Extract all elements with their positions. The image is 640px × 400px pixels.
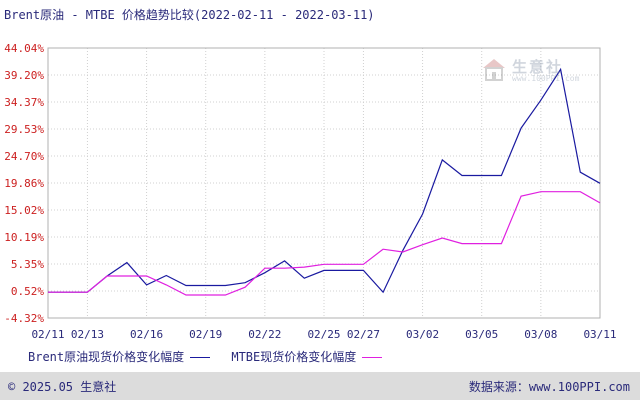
watermark: 生意社 www.100PPI.com <box>482 56 580 86</box>
y-tick-label: 39.20% <box>4 69 44 82</box>
legend-label-brent: Brent原油现货价格变化幅度 <box>28 350 185 364</box>
legend-label-mtbe: MTBE现货价格变化幅度 <box>231 350 357 364</box>
x-tick-label: 03/05 <box>465 328 498 341</box>
x-tick-label: 03/02 <box>406 328 439 341</box>
footer-source-link[interactable]: 数据来源：www.100PPI.com <box>468 380 630 394</box>
x-tick-label: 03/08 <box>524 328 557 341</box>
series-line-mtbe <box>48 191 601 296</box>
legend-item-brent: Brent原油现货价格变化幅度 <box>28 348 211 365</box>
y-tick-label: 44.04% <box>4 42 44 55</box>
x-tick-label: 02/13 <box>71 328 104 341</box>
y-tick-label: 29.53% <box>4 123 44 136</box>
x-tick-label: 02/19 <box>189 328 222 341</box>
line-chart: 44.04% 39.20% 34.37% 29.53% 24.70% 19.86% 15.0… <box>4 42 616 341</box>
x-tick-label: 02/16 <box>130 328 163 341</box>
footer: © 2025.05 生意社 数据来源：www.100PPI.com <box>0 372 640 400</box>
y-tick-label: -4.32% <box>4 312 44 325</box>
y-tick-label: 15.02% <box>4 204 44 217</box>
building-logo-icon <box>483 59 505 81</box>
chart-legend: Brent原油现货价格变化幅度 MTBE现货价格变化幅度 <box>28 348 396 365</box>
y-tick-label: 10.19% <box>4 231 44 244</box>
y-tick-label: 24.70% <box>4 150 44 163</box>
watermark-url: www.100PPI.com <box>512 74 580 83</box>
footer-copyright: © 2025.05 生意社 <box>8 380 117 394</box>
x-tick-label: 03/11 <box>583 328 616 341</box>
x-tick-label: 02/25 <box>307 328 340 341</box>
chart-title: Brent原油 - MTBE 价格趋势比较(2022-02-11 - 2022-… <box>4 8 375 22</box>
legend-item-mtbe: MTBE现货价格变化幅度 <box>231 348 383 365</box>
x-tick-label: 02/27 <box>347 328 380 341</box>
y-tick-label: 19.86% <box>4 177 44 190</box>
x-tick-label: 02/11 <box>31 328 64 341</box>
series-line-brent <box>48 67 601 294</box>
legend-swatch-mtbe <box>362 357 383 358</box>
x-tick-label: 02/22 <box>248 328 281 341</box>
y-tick-label: 34.37% <box>4 96 44 109</box>
legend-swatch-brent <box>190 357 211 358</box>
y-tick-label: 5.35% <box>11 258 44 271</box>
y-tick-label: 0.52% <box>11 285 44 298</box>
watermark-name: 生意社 <box>512 58 564 76</box>
